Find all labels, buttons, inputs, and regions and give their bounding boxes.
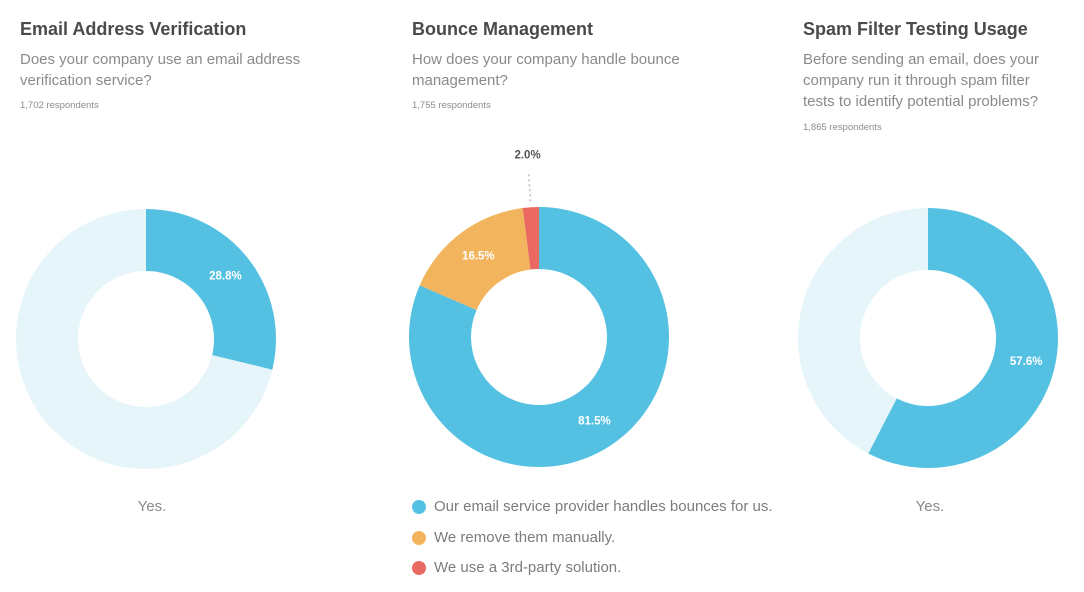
slice-label: 81.5% bbox=[578, 415, 611, 427]
respondent-count: 1,702 respondents bbox=[20, 100, 99, 111]
donut-chart: 81.5% 16.5% 2.0% bbox=[409, 149, 669, 467]
donut-slice bbox=[419, 208, 531, 310]
survey-question: How does your company handle bounce mana… bbox=[412, 51, 680, 89]
respondent-count: 1,865 respondents bbox=[803, 122, 882, 133]
legend-swatch bbox=[412, 530, 426, 545]
legend-item: We remove them manually. bbox=[412, 527, 773, 558]
legend-label: Our email service provider handles bounc… bbox=[434, 498, 773, 515]
slice-label: 57.6% bbox=[1010, 356, 1043, 368]
survey-question: Before sending an email, does your compa… bbox=[803, 51, 1039, 110]
respondent-count: 1,755 respondents bbox=[412, 100, 491, 111]
spam-filter-panel: Spam Filter Testing Usage Before sending… bbox=[798, 0, 1084, 592]
chart-caption: Yes. bbox=[137, 498, 167, 515]
slice-label: 16.5% bbox=[462, 250, 495, 262]
email-verification-panel: Email Address Verification Does your com… bbox=[15, 0, 320, 592]
donut-chart: 28.8% bbox=[15, 209, 276, 469]
legend-label: We remove them manually. bbox=[434, 528, 616, 546]
legend-item: Our email service provider handles bounc… bbox=[412, 496, 773, 527]
bounce-management-panel: Bounce Management How does your company … bbox=[409, 0, 792, 592]
donut-slice bbox=[868, 208, 1058, 469]
donut-chart: 57.6% bbox=[798, 208, 1058, 469]
slice-label: 2.0% bbox=[514, 149, 540, 161]
legend-label: We use a 3rd-party solution. bbox=[434, 559, 622, 576]
chart-caption: Yes. bbox=[915, 498, 945, 515]
donut-slice bbox=[146, 209, 276, 370]
chart-title: Bounce Management bbox=[412, 19, 594, 39]
survey-question: Does your company use an email address v… bbox=[20, 51, 301, 89]
chart-title: Email Address Verification bbox=[20, 19, 247, 39]
chart-title: Spam Filter Testing Usage bbox=[803, 19, 1028, 39]
slice-label: 28.8% bbox=[209, 271, 242, 283]
chart-legend: Our email service provider handles bounc… bbox=[412, 496, 773, 588]
donut-slice bbox=[15, 209, 273, 469]
donut-slice bbox=[409, 207, 669, 467]
legend-swatch bbox=[412, 561, 426, 575]
donut-slice bbox=[798, 208, 928, 454]
leader-line bbox=[527, 171, 532, 202]
legend-swatch bbox=[412, 500, 426, 514]
donut-slice bbox=[522, 207, 539, 270]
legend-item: We use a 3rd-party solution. bbox=[412, 557, 773, 588]
